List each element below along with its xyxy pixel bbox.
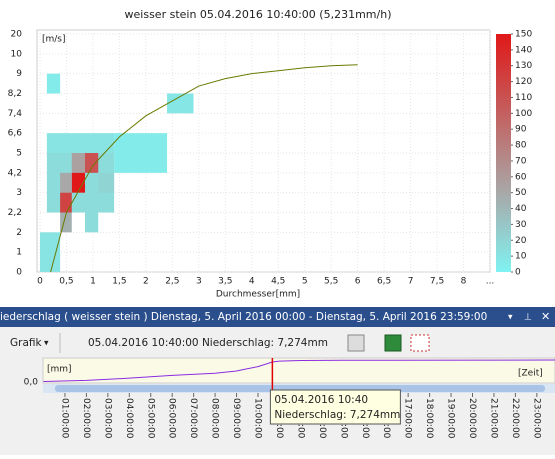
colorbar-label: 30 [515,220,527,230]
x-tick-label: 21:00:00 [488,398,498,439]
panel-title: iederschlag ( weisser stein ) Dienstag, … [0,311,487,323]
y-tick-label: 6,6 [8,129,23,139]
x-tick-label: 08:00:00 [210,398,220,439]
x-tick-label: 0 [37,277,43,287]
tooltip-line: 05.04.2016 10:40 [274,394,368,406]
x-tick-label: 05:00:00 [145,398,155,439]
x-tick-label: 4 [249,277,255,287]
heat-cell [47,74,60,94]
excel-button[interactable] [385,335,401,351]
colorbar-label: 100 [515,109,532,119]
colorbar-label: 60 [515,172,527,182]
close-icon[interactable]: ✕ [541,310,550,323]
y-tick-label: 3 [16,188,22,198]
x-axis-label: [Zeit] [518,369,543,379]
x-tick-label: 3,5 [218,277,232,287]
x-tick-label: 22:00:00 [510,398,520,439]
colorbar-label: 120 [515,77,532,87]
x-tick-label: ... [486,277,495,287]
colorbar-label: 150 [515,30,532,40]
colorbar [496,34,511,272]
x-tick-label: 5 [302,277,308,287]
colorbar-label: 0 [515,268,521,278]
x-tick-label: 09:00:00 [231,398,241,439]
tooltip-line: Niederschlag: 7,274mm [274,409,400,421]
heat-cell [47,133,114,153]
x-tick-label: 2 [143,277,149,287]
x-tick-label: 8 [461,277,467,287]
colorbar-label: 50 [515,188,527,198]
colorbar-label: 10 [515,252,527,262]
y-tick-label: 5 [16,149,22,159]
x-tick-label: 17:00:00 [403,398,413,439]
x-axis-label: Durchmesser[mm] [216,290,300,300]
x-tick-label: 06:00:00 [167,398,177,439]
x-tick-label: 1,5 [112,277,126,287]
x-tick-label: 20:00:00 [467,398,477,439]
x-tick-label: 6 [355,277,361,287]
y-tick-label: 10 [11,49,23,59]
y-tick-label: 2,2 [8,208,22,218]
status-text: 05.04.2016 10:40:00 Niederschlag: 7,274m… [88,337,328,349]
y-tick-label: 20 [11,30,23,40]
x-tick-label: 02:00:00 [81,398,91,439]
print-button[interactable] [348,335,364,351]
heat-cell [85,193,98,233]
pin-icon[interactable]: ⊥ [524,313,532,323]
chart-title: weisser stein 05.04.2016 10:40:00 (5,231… [125,8,392,21]
y-tick-label: 9 [16,69,22,79]
heat-cell [85,153,98,173]
y-tick-label: 8,2 [8,89,22,99]
x-tick-label: 2,5 [165,277,179,287]
colorbar-label: 70 [515,156,527,166]
heat-cell [40,232,60,272]
heat-cell [60,193,72,213]
x-tick-label: 19:00:00 [446,398,456,439]
colorbar-label: 90 [515,125,527,135]
y-tick-label: 7,4 [8,109,23,119]
x-tick-label: 5,5 [324,277,338,287]
x-tick-label: 01:00:00 [59,398,69,439]
heat-cell [98,173,114,193]
y-axis-label: [mm] [47,365,72,375]
x-tick-label: 23:00:00 [531,398,541,439]
heat-cell [60,173,72,193]
colorbar-label: 80 [515,141,527,151]
colorbar-label: 20 [515,236,527,246]
strip-plot [43,358,555,383]
menu-arrow[interactable]: ▾ [44,339,49,349]
x-tick-label: 3 [196,277,202,287]
x-tick-label: 03:00:00 [102,398,112,439]
dropdown-icon[interactable]: ▾ [508,313,513,323]
colorbar-label: 110 [515,93,532,103]
y-tick-label: 0,0 [24,378,39,388]
y-tick-label: 2 [16,228,22,238]
y-tick-label: 4,2 [8,168,22,178]
x-tick-label: 7 [408,277,414,287]
x-tick-label: 0,5 [59,277,73,287]
heat-cell [72,153,85,173]
y-tick-label: 0 [16,268,22,278]
x-tick-label: 1 [90,277,96,287]
x-tick-label: 10:00:00 [253,398,263,439]
x-tick-label: 4,5 [271,277,285,287]
colorbar-label: 130 [515,61,532,71]
x-tick-label: 18:00:00 [424,398,434,439]
x-tick-label: 04:00:00 [124,398,134,439]
y-tick-label: 1 [16,248,22,258]
y-axis-label: [m/s] [42,35,66,45]
menu-button[interactable]: Grafik [10,337,43,349]
x-tick-label: 7,5 [430,277,444,287]
chart-button[interactable] [411,335,429,351]
x-tick-label: 6,5 [377,277,391,287]
x-tick-label: 07:00:00 [188,398,198,439]
colorbar-label: 140 [515,45,532,55]
heat-cell [114,133,167,173]
colorbar-label: 40 [515,204,527,214]
